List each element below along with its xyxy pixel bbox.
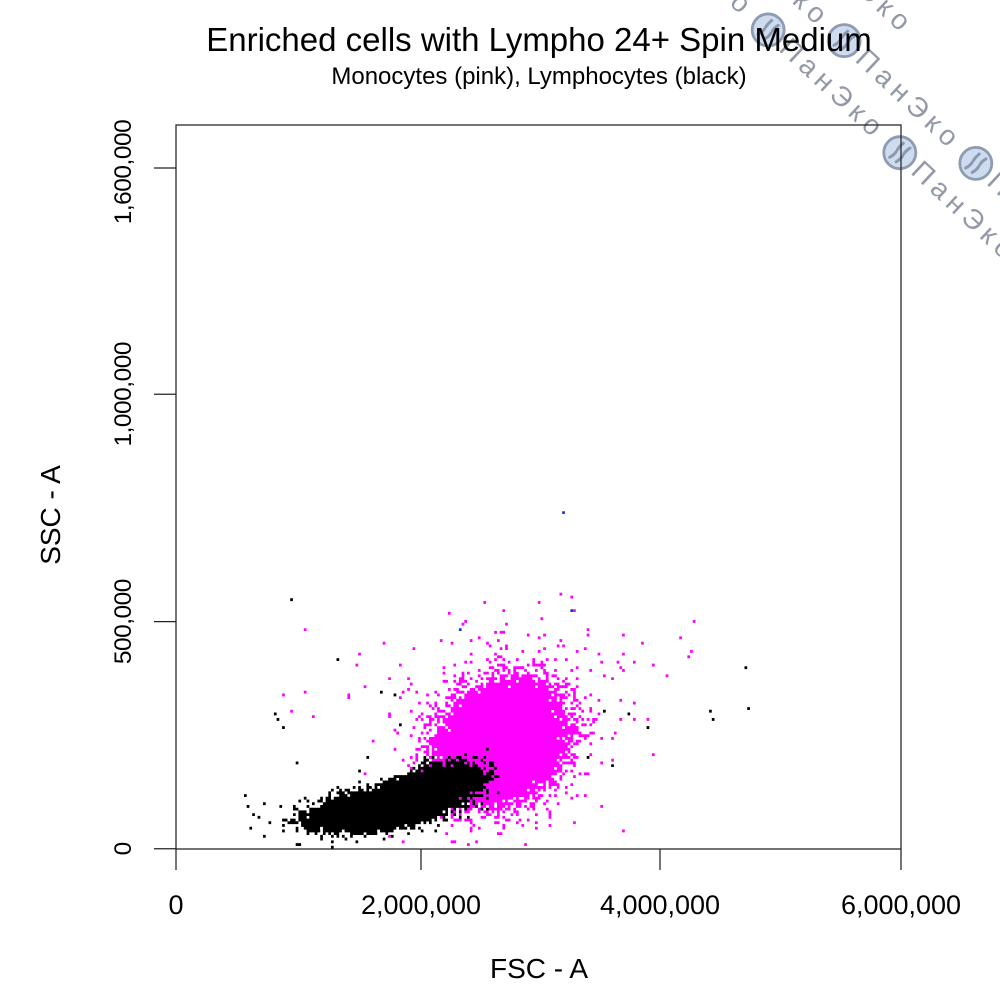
svg-text:SSC - A: SSC - A	[35, 465, 66, 565]
svg-text:4,000,000: 4,000,000	[600, 890, 720, 920]
svg-text:Monocytes (pink), Lymphocytes: Monocytes (pink), Lymphocytes (black)	[331, 63, 746, 90]
svg-text:2,000,000: 2,000,000	[361, 890, 481, 920]
svg-text:1,000,000: 1,000,000	[110, 342, 137, 447]
svg-text:1,600,000: 1,600,000	[110, 120, 137, 225]
svg-text:Enriched cells with Lympho 24+: Enriched cells with Lympho 24+ Spin Medi…	[206, 21, 872, 58]
svg-text:0: 0	[110, 842, 137, 855]
svg-text:FSC - A: FSC - A	[490, 953, 588, 984]
svg-text:0: 0	[168, 890, 183, 920]
svg-text:6,000,000: 6,000,000	[841, 890, 961, 920]
svg-text:500,000: 500,000	[110, 579, 137, 664]
